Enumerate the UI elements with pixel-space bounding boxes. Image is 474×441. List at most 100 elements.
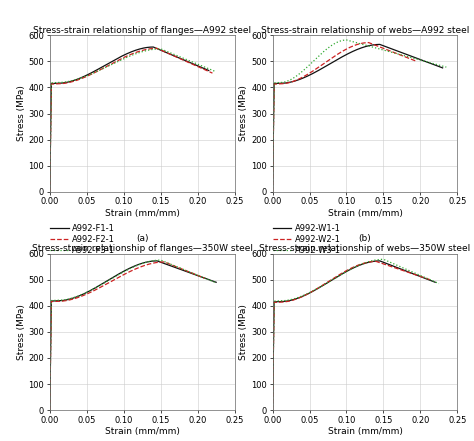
A992-W3-1 [352,40,358,45]
350W-W1 [271,345,276,350]
Line: 350W-F1-1: 350W-F1-1 [50,261,216,410]
A992-W1-1 [375,42,381,47]
A992-F1-1 [150,45,156,50]
350W-F1-1 [48,344,54,350]
350W-F2-1 [182,268,188,273]
350W-W1 [271,316,277,321]
350W-W1 [405,269,411,274]
350W-F1-1 [154,258,160,264]
350W-F2-1 [48,345,54,350]
X-axis label: Strain (mm/mm): Strain (mm/mm) [328,209,402,218]
Y-axis label: Stress (MPa): Stress (MPa) [239,304,248,360]
Line: A992-W3-1: A992-W3-1 [273,40,447,192]
350W-W2 [401,268,407,273]
A992-W1-1 [271,98,277,103]
Text: (a): (a) [136,234,148,243]
Title: Stress-strain relationship of flanges—350W steel: Stress-strain relationship of flanges—35… [32,244,253,253]
350W-W2 [372,259,377,264]
350W-F3-1 [213,280,219,285]
Line: 350W-W1: 350W-W1 [273,261,435,410]
A992-F3-1 [186,58,191,63]
Line: A992-F2-1: A992-F2-1 [50,49,212,192]
A992-F3-1 [156,46,162,52]
A992-W2-1 [270,189,275,194]
350W-W1 [382,260,387,265]
350W-F1-1 [112,273,118,279]
Title: Stress-strain relationship of webs—350W steel: Stress-strain relationship of webs—350W … [259,244,471,253]
Legend: A992-F1-1, A992-F2-1, A992-F3-1: A992-F1-1, A992-F2-1, A992-F3-1 [50,224,115,255]
A992-W2-1 [414,59,419,64]
350W-W3 [270,407,275,413]
A992-F2-1 [153,46,158,51]
350W-W3 [379,257,384,262]
A992-F2-1 [182,58,188,64]
A992-F3-1 [47,189,53,194]
A992-F3-1 [163,48,168,53]
350W-W1 [270,407,275,413]
Line: A992-W2-1: A992-W2-1 [273,43,417,192]
350W-W2 [271,317,277,322]
A992-W3-1 [316,53,321,59]
A992-F1-1 [47,189,53,194]
A992-W3-1 [344,37,349,43]
A992-F3-1 [114,59,120,64]
Line: 350W-W3: 350W-W3 [273,259,439,410]
350W-F1-1 [184,269,190,274]
350W-W3 [385,259,391,264]
Y-axis label: Stress (MPa): Stress (MPa) [17,86,26,142]
350W-F2-1 [48,316,54,321]
350W-F2-1 [47,407,53,413]
A992-W2-1 [271,98,277,104]
A992-W1-1 [377,42,383,47]
Y-axis label: Stress (MPa): Stress (MPa) [17,304,26,360]
A992-W3-1 [394,51,400,56]
A992-F1-1 [48,127,54,132]
350W-F1-1 [159,260,165,265]
A992-F1-1 [155,46,161,52]
350W-W2 [270,407,275,413]
Title: Stress-strain relationship of flanges—A992 steel: Stress-strain relationship of flanges—A9… [33,26,251,34]
Line: A992-F3-1: A992-F3-1 [50,49,216,192]
A992-W2-1 [365,40,370,45]
350W-F1-1 [47,407,53,413]
A992-F1-1 [110,58,116,64]
350W-F3-1 [47,407,53,413]
350W-W2 [271,345,276,351]
350W-F3-1 [186,269,191,274]
A992-F1-1 [206,68,211,73]
350W-W2 [333,274,338,280]
350W-F3-1 [163,259,168,265]
Line: 350W-F3-1: 350W-F3-1 [50,260,216,410]
X-axis label: Strain (mm/mm): Strain (mm/mm) [328,427,402,437]
A992-F2-1 [48,98,54,104]
Legend: A992-W1-1, A992-W2-1, A992-W3-1: A992-W1-1, A992-W2-1, A992-W3-1 [273,224,341,255]
A992-F1-1 [149,45,155,50]
350W-W1 [377,258,383,264]
350W-F2-1 [117,274,122,280]
350W-F2-1 [160,259,165,265]
350W-W1 [375,258,381,264]
A992-F2-1 [48,127,54,132]
350W-F3-1 [48,315,54,321]
A992-W2-1 [271,127,276,132]
Line: 350W-F2-1: 350W-F2-1 [50,262,205,410]
350W-W3 [381,257,386,262]
350W-F1-1 [48,316,54,321]
350W-F3-1 [114,273,120,278]
350W-F3-1 [156,258,162,263]
X-axis label: Strain (mm/mm): Strain (mm/mm) [105,209,180,218]
A992-W2-1 [390,49,396,55]
A992-W1-1 [440,65,446,71]
A992-F3-1 [48,126,54,131]
A992-W3-1 [343,37,348,43]
Line: A992-W1-1: A992-W1-1 [273,45,443,192]
A992-W1-1 [270,189,275,194]
350W-F3-1 [48,344,54,349]
A992-W1-1 [335,56,341,62]
X-axis label: Strain (mm/mm): Strain (mm/mm) [105,427,180,437]
A992-F2-1 [47,189,53,194]
A992-W2-1 [328,56,334,61]
350W-W3 [337,273,343,278]
350W-W3 [271,316,277,321]
Title: Stress-strain relationship of webs—A992 steel: Stress-strain relationship of webs—A992 … [261,26,469,34]
